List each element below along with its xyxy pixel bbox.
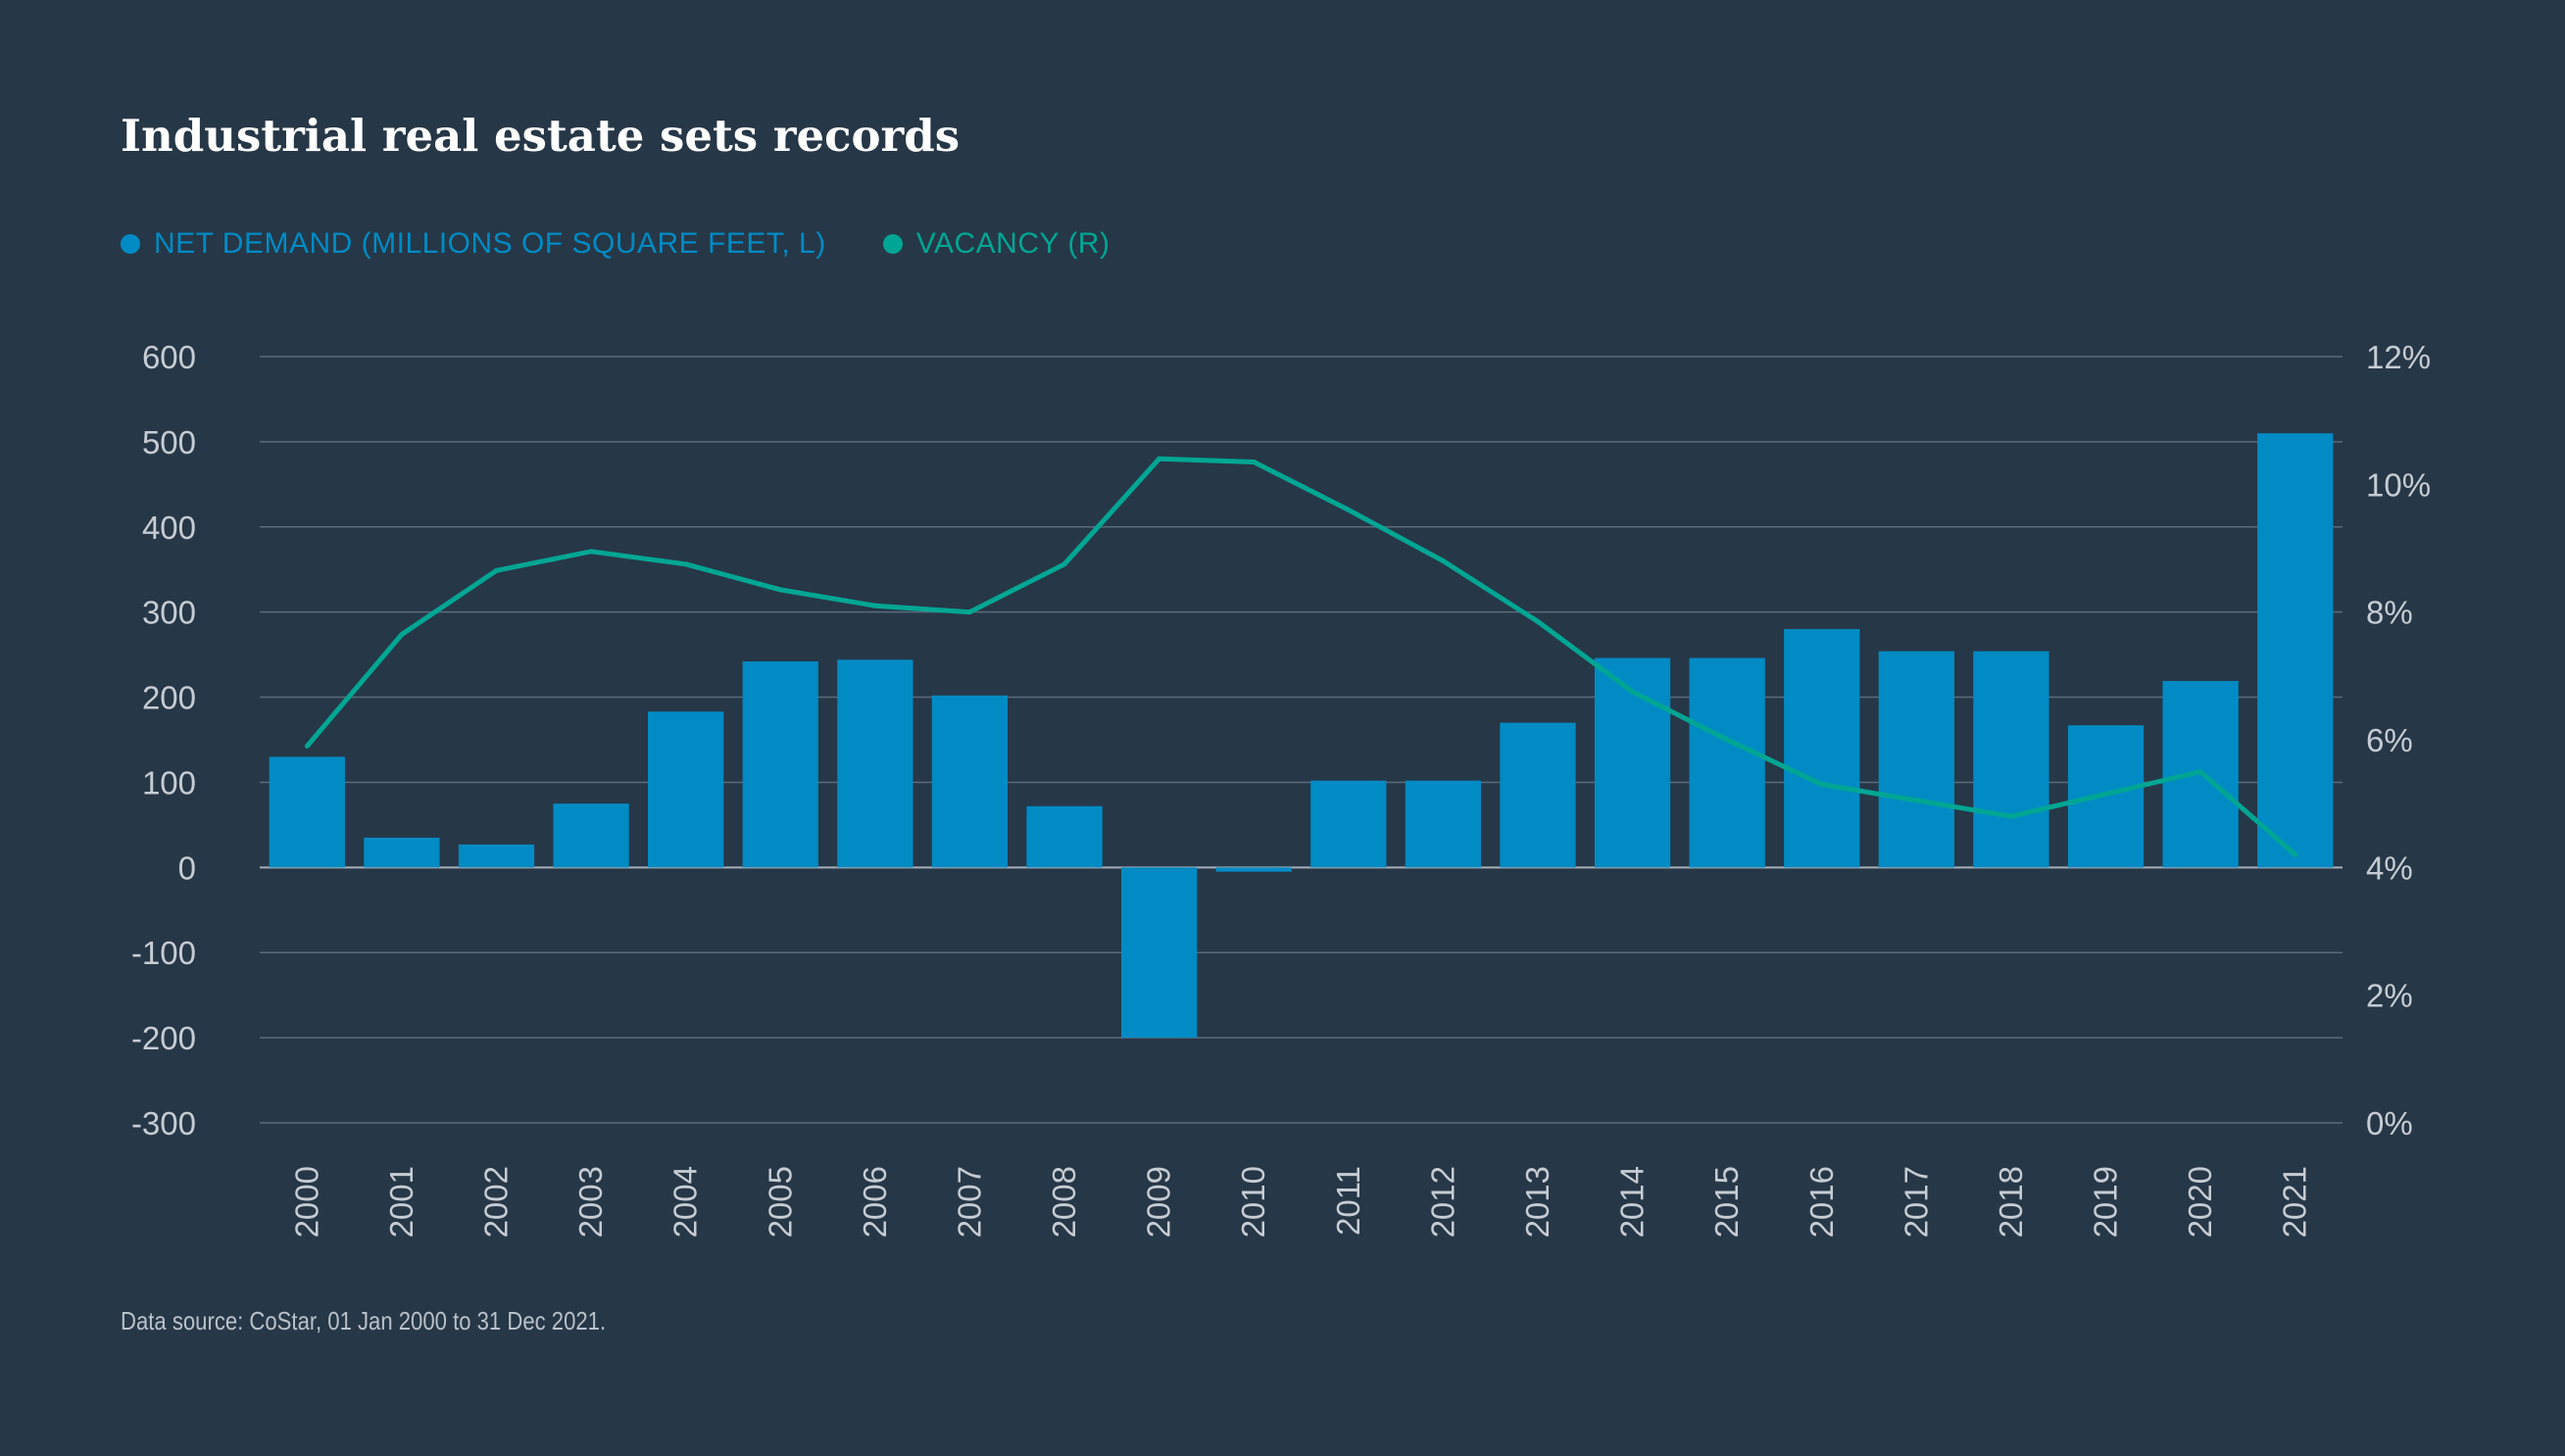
bar-2021 (2257, 433, 2334, 868)
bar-2013 (1500, 722, 1576, 868)
vacancy-point-2017 (1913, 798, 1919, 803)
x-axis-tick-label: 2013 (1519, 1166, 1555, 1238)
bar-2001 (364, 837, 440, 868)
left-axis-tick-label: 200 (142, 680, 196, 716)
right-axis-tick-label: 4% (2366, 849, 2413, 886)
x-axis-tick-label: 2018 (1993, 1166, 2029, 1238)
bar-2004 (648, 711, 724, 868)
vacancy-point-2016 (1819, 782, 1825, 788)
vacancy-point-2011 (1346, 507, 1352, 512)
x-axis-tick-label: 2009 (1141, 1166, 1177, 1238)
x-axis-tick-label: 2020 (2182, 1166, 2218, 1238)
vacancy-point-2006 (872, 603, 878, 608)
bar-2008 (1026, 805, 1103, 868)
vacancy-point-2015 (1724, 737, 1730, 743)
vacancy-point-2014 (1630, 689, 1636, 695)
right-axis-tick-label: 10% (2366, 466, 2431, 503)
right-axis-tick-label: 12% (2366, 339, 2431, 375)
vacancy-point-2000 (304, 744, 310, 750)
vacancy-point-2009 (1157, 456, 1162, 461)
bar-2017 (1878, 651, 1954, 868)
left-axis-tick-label: 600 (142, 339, 196, 375)
left-axis-ticks: 600 500 400 300 200 100 0 -100 -200 -300 (131, 339, 196, 1141)
x-axis-tick-label: 2007 (951, 1166, 987, 1238)
legend: NET DEMAND (MILLIONS OF SQUARE FEET, L) … (121, 227, 1110, 261)
vacancy-point-2002 (493, 567, 499, 573)
vacancy-point-2021 (2293, 851, 2298, 857)
legend-item-net-demand: NET DEMAND (MILLIONS OF SQUARE FEET, L) (121, 227, 826, 261)
right-axis-tick-label: 6% (2366, 722, 2413, 758)
data-source-note: Data source: CoStar, 01 Jan 2000 to 31 D… (121, 1306, 607, 1335)
x-axis-tick-label: 2006 (857, 1166, 893, 1238)
vacancy-point-2003 (588, 549, 594, 555)
x-axis-tick-label: 2021 (2277, 1166, 2313, 1238)
bar-2010 (1215, 867, 1292, 872)
vacancy-point-2013 (1535, 618, 1541, 624)
x-axis-tick-label: 2015 (1708, 1166, 1745, 1238)
bar-2016 (1784, 629, 1860, 868)
right-axis-tick-label: 0% (2366, 1105, 2413, 1141)
net-demand-bars (269, 433, 2334, 1039)
left-axis-tick-label: -200 (131, 1020, 196, 1056)
right-axis-ticks: 12% 10% 8% 6% 4% 2% 0% (2366, 339, 2431, 1141)
left-axis-tick-label: 400 (142, 510, 196, 546)
x-axis-tick-label: 2017 (1898, 1166, 1934, 1238)
vacancy-point-2005 (777, 587, 783, 593)
left-axis-tick-label: -300 (131, 1105, 196, 1141)
bar-2003 (553, 803, 629, 868)
x-axis-tick-label: 2008 (1046, 1166, 1082, 1238)
bar-2005 (742, 661, 818, 868)
vacancy-point-2001 (399, 631, 405, 637)
vacancy-point-2007 (966, 609, 972, 615)
legend-label-vacancy: VACANCY (R) (915, 227, 1110, 260)
chart-title: Industrial real estate sets records (121, 110, 961, 162)
bar-2007 (931, 695, 1009, 868)
x-axis-tick-label: 2019 (2088, 1166, 2124, 1238)
x-axis-tick-label: 2016 (1803, 1166, 1840, 1238)
left-axis-tick-label: 100 (142, 764, 196, 801)
x-axis-tick-label: 2005 (762, 1166, 798, 1238)
vacancy-line-series (304, 456, 2298, 857)
bar-2009 (1120, 867, 1198, 1039)
bar-2002 (458, 844, 535, 868)
x-axis-tick-label: 2011 (1330, 1166, 1366, 1236)
vacancy-point-2019 (2103, 791, 2109, 797)
left-axis-tick-label: 500 (142, 424, 196, 461)
left-axis-tick-label: 300 (142, 595, 196, 631)
left-axis-tick-label: -100 (131, 935, 196, 971)
vacancy-point-2008 (1061, 561, 1067, 567)
x-axis-tick-label: 2000 (288, 1166, 324, 1238)
legend-item-vacancy: VACANCY (R) (882, 227, 1110, 261)
vacancy-point-2004 (683, 561, 689, 567)
right-axis-tick-label: 2% (2366, 978, 2413, 1014)
bar-2018 (1973, 651, 2049, 868)
right-axis-tick-label: 8% (2366, 595, 2413, 631)
x-axis-tick-label: 2001 (383, 1166, 419, 1238)
vacancy-line (305, 456, 2297, 857)
vacancy-point-2010 (1251, 460, 1257, 465)
x-axis-tick-label: 2002 (477, 1166, 514, 1238)
bar-2015 (1689, 657, 1765, 868)
bar-2011 (1310, 780, 1387, 868)
x-axis-tick-label: 2003 (572, 1166, 609, 1238)
legend-label-net-demand: NET DEMAND (MILLIONS OF SQUARE FEET, L) (154, 227, 826, 260)
bar-2012 (1405, 780, 1482, 868)
x-axis-ticks: 2000 2001 2002 2003 2004 2005 2006 2007 2008 2009… (288, 1166, 2312, 1238)
legend-dot-vacancy-icon (882, 234, 903, 254)
bar-2000 (269, 756, 345, 868)
x-axis-tick-label: 2014 (1614, 1166, 1651, 1238)
legend-dot-net-demand-icon (121, 234, 140, 254)
vacancy-point-2012 (1440, 558, 1446, 564)
x-axis-tick-label: 2010 (1235, 1166, 1271, 1238)
vacancy-point-2018 (2008, 813, 2014, 819)
bar-2006 (837, 659, 913, 868)
left-axis-tick-label: 0 (178, 849, 196, 886)
vacancy-point-2020 (2197, 769, 2203, 775)
x-axis-tick-label: 2012 (1424, 1166, 1460, 1238)
x-axis-tick-label: 2004 (667, 1166, 704, 1238)
